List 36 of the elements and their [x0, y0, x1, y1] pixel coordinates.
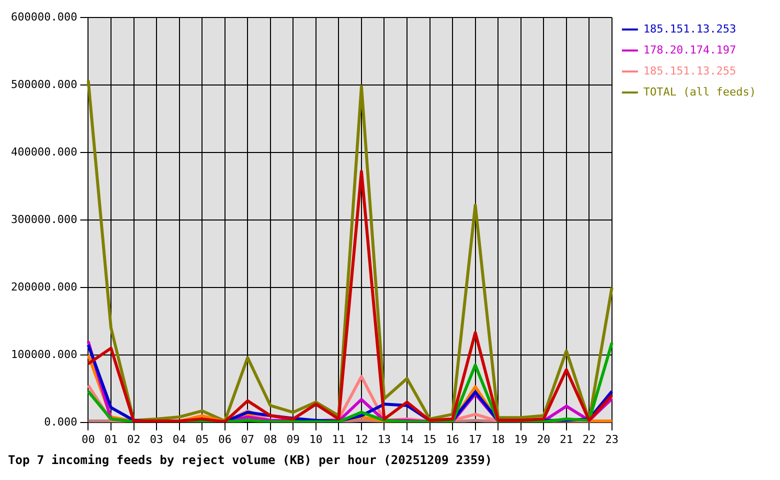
x-tick-label: 12 — [354, 432, 368, 446]
y-tick-label: 500000.000 — [10, 78, 78, 91]
x-tick-label: 17 — [468, 432, 482, 446]
x-tick-label: 13 — [378, 432, 391, 446]
y-tick-label: 200000.000 — [10, 280, 78, 294]
y-tick-label: 400000.000 — [10, 145, 78, 158]
y-tick-label: 300000.000 — [10, 212, 78, 226]
text: Top 7 incoming feeds by reject volume (KB) per hour (20251209 2359) — [8, 452, 492, 467]
x-tick-label: 00 — [82, 432, 95, 446]
x-tick-label: 06 — [218, 432, 232, 446]
x-tick-label: 20 — [536, 432, 550, 446]
x-tick-label: 09 — [286, 432, 300, 446]
x-tick-label: 23 — [605, 432, 619, 446]
x-tick-label: 14 — [400, 432, 414, 446]
x-tick-label: 21 — [560, 432, 574, 446]
x-tick-label: 16 — [446, 432, 460, 446]
x-tick-label: 04 — [172, 432, 186, 446]
x-tick-label: 11 — [332, 432, 346, 446]
legend-label: 185.151.13.253 — [643, 22, 736, 36]
y-tick-label: 600000.000 — [10, 10, 78, 24]
x-tick-label: 18 — [491, 432, 505, 446]
y-tick-label: 0.000 — [44, 415, 78, 428]
legend-label: TOTAL (all feeds) — [643, 85, 756, 98]
x-tick-label: 05 — [195, 432, 209, 446]
x-tick-label: 15 — [423, 432, 436, 446]
x-tick-label: 02 — [127, 432, 140, 446]
x-tick-label: 22 — [582, 432, 596, 446]
legend-label: 185.151.13.255 — [643, 64, 736, 78]
x-tick-label: 19 — [514, 432, 528, 446]
x-tick-label: 10 — [309, 432, 323, 446]
x-tick-label: 01 — [104, 432, 118, 446]
x-tick-label: 07 — [240, 432, 254, 446]
x-tick-label: 08 — [264, 432, 278, 446]
legend-label: 178.20.174.197 — [643, 43, 736, 56]
x-tick-label: 03 — [150, 432, 164, 446]
y-tick-label: 100000.000 — [10, 348, 78, 361]
